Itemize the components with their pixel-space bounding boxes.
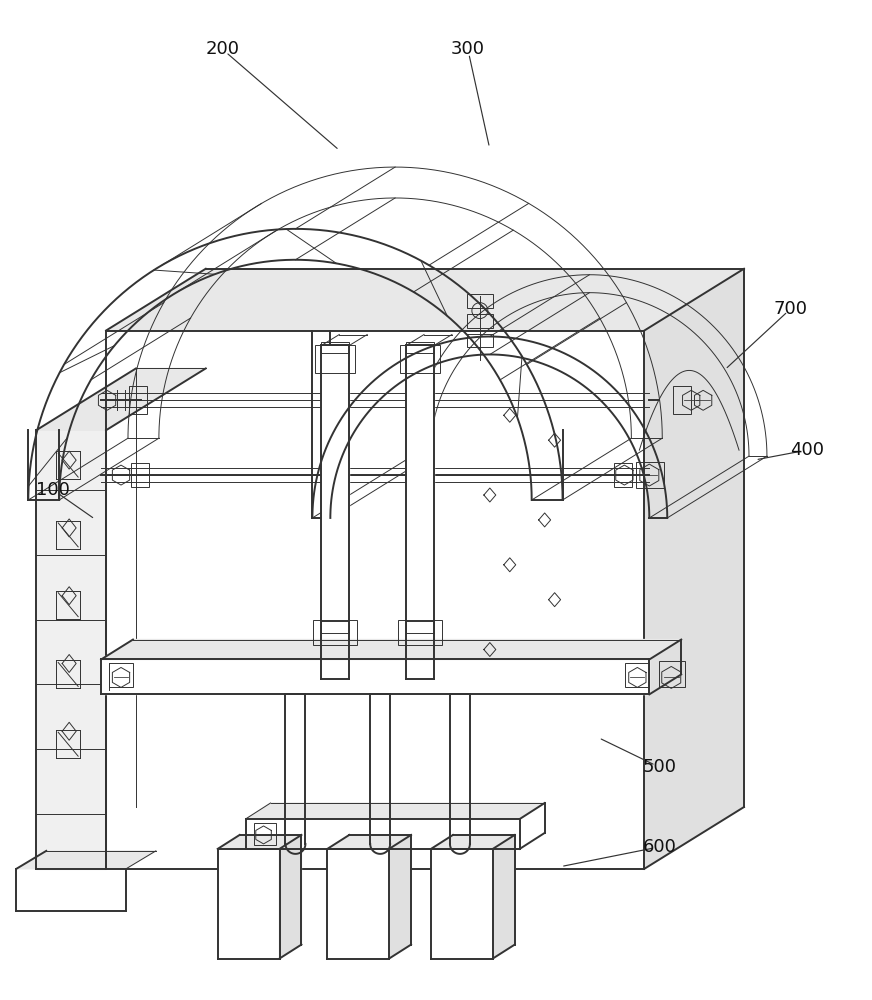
- Polygon shape: [327, 835, 411, 849]
- Polygon shape: [101, 640, 681, 659]
- Bar: [406, 621, 434, 633]
- Bar: [467, 334, 493, 347]
- Bar: [467, 314, 493, 328]
- Bar: [129, 386, 146, 414]
- Bar: [322, 621, 350, 633]
- Bar: [615, 463, 632, 487]
- Text: 500: 500: [643, 758, 677, 776]
- Polygon shape: [450, 694, 470, 844]
- Polygon shape: [493, 835, 514, 959]
- Bar: [659, 661, 685, 687]
- Bar: [637, 462, 664, 488]
- Bar: [406, 342, 434, 353]
- Text: 700: 700: [773, 300, 807, 318]
- Polygon shape: [101, 659, 650, 694]
- Polygon shape: [218, 849, 280, 959]
- Polygon shape: [106, 331, 644, 869]
- Polygon shape: [280, 835, 302, 959]
- Polygon shape: [37, 368, 206, 430]
- Polygon shape: [106, 269, 744, 331]
- Bar: [467, 294, 493, 308]
- Bar: [254, 823, 276, 845]
- Polygon shape: [406, 345, 434, 679]
- Polygon shape: [246, 819, 520, 849]
- Text: 200: 200: [206, 40, 240, 58]
- Polygon shape: [218, 835, 302, 849]
- Text: 100: 100: [37, 481, 70, 499]
- Bar: [625, 663, 650, 687]
- Polygon shape: [389, 835, 411, 959]
- Text: 600: 600: [643, 838, 676, 856]
- Bar: [399, 620, 442, 645]
- Bar: [673, 386, 691, 414]
- Polygon shape: [246, 803, 545, 819]
- Polygon shape: [371, 694, 390, 844]
- Bar: [131, 463, 149, 487]
- Bar: [316, 345, 355, 373]
- Bar: [322, 342, 350, 353]
- Text: 400: 400: [790, 441, 824, 459]
- Polygon shape: [17, 851, 156, 869]
- Bar: [109, 663, 133, 687]
- Text: 300: 300: [451, 40, 485, 58]
- Polygon shape: [644, 269, 744, 869]
- Polygon shape: [285, 694, 305, 844]
- Polygon shape: [431, 849, 493, 959]
- Polygon shape: [327, 849, 389, 959]
- Bar: [400, 345, 440, 373]
- Polygon shape: [431, 835, 514, 849]
- Polygon shape: [322, 345, 350, 679]
- Bar: [313, 620, 358, 645]
- Polygon shape: [37, 430, 106, 869]
